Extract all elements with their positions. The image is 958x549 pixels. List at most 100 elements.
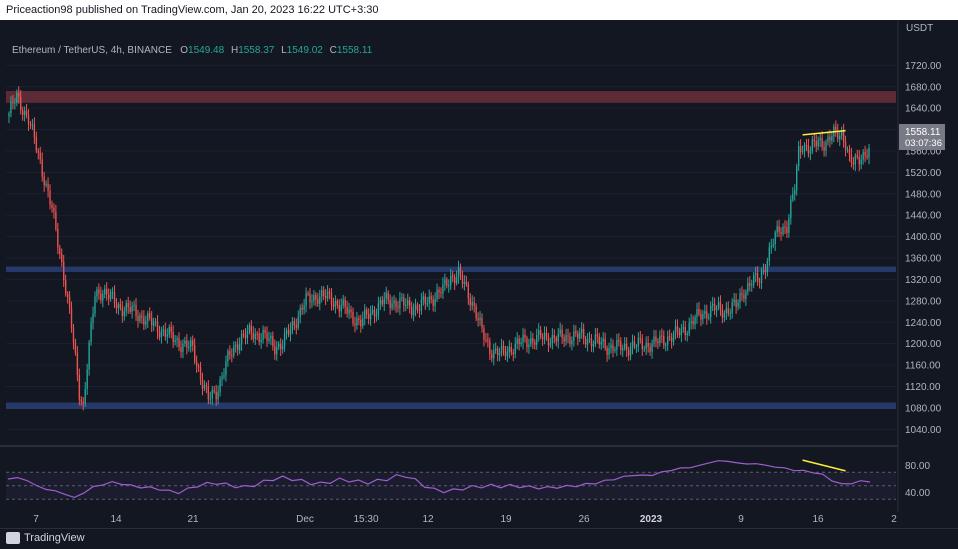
candle-body xyxy=(338,305,340,312)
candle-body xyxy=(586,339,589,345)
candle xyxy=(518,335,520,351)
candle xyxy=(37,148,39,160)
candle xyxy=(307,290,309,297)
time-tick-label: 2023 xyxy=(640,514,663,525)
candle-body xyxy=(729,312,731,314)
candle-body xyxy=(111,292,114,294)
candle-body xyxy=(309,293,311,303)
tradingview-brand[interactable]: TradingView xyxy=(6,532,85,544)
price-chart-svg[interactable]: USDT 1720.001680.001640.001600.001560.00… xyxy=(0,20,958,528)
time-axis[interactable]: 7 14 21 Dec 15:30 12 19 26 2023 9 16 2 xyxy=(33,514,897,525)
candle xyxy=(686,330,688,342)
candle-body xyxy=(227,350,229,362)
candle-body xyxy=(70,308,73,329)
candle xyxy=(858,150,860,172)
candle-body xyxy=(624,343,626,349)
candle-body xyxy=(536,334,538,345)
candle xyxy=(668,329,671,341)
candle-body xyxy=(33,124,36,138)
candle xyxy=(258,327,260,346)
candle xyxy=(708,313,710,321)
candle xyxy=(74,338,77,356)
candle xyxy=(281,339,284,354)
candle-body xyxy=(244,334,247,339)
candle xyxy=(649,342,651,356)
candle-body xyxy=(41,159,43,177)
candle xyxy=(803,142,806,158)
candle-body xyxy=(434,298,436,306)
candle xyxy=(98,283,100,300)
candle-body xyxy=(796,166,798,191)
candle xyxy=(596,327,599,344)
candle xyxy=(663,330,665,349)
candle xyxy=(195,355,198,373)
candle xyxy=(747,277,749,296)
candle xyxy=(78,368,81,406)
candle xyxy=(801,145,804,155)
candle xyxy=(823,141,825,157)
candle xyxy=(842,123,845,148)
candle-body xyxy=(518,338,520,344)
price-tick-label: 1680.00 xyxy=(905,82,942,93)
candle-body xyxy=(780,231,782,235)
candle xyxy=(246,324,249,345)
candle xyxy=(303,298,305,315)
rsi-axis[interactable]: 80.00 40.00 xyxy=(905,461,930,499)
candle-body xyxy=(193,345,196,362)
candle xyxy=(420,292,423,315)
candle xyxy=(207,380,210,405)
candle-body xyxy=(719,302,722,310)
candle xyxy=(805,138,808,152)
candle-body xyxy=(831,136,833,141)
candle xyxy=(287,324,290,338)
candle xyxy=(864,145,866,163)
candle xyxy=(209,391,211,405)
candle xyxy=(219,375,221,397)
candle-body xyxy=(279,343,282,350)
candle-body xyxy=(455,277,458,284)
candle-body xyxy=(399,298,401,309)
candle xyxy=(676,319,679,338)
candle xyxy=(141,310,143,324)
candle-body xyxy=(485,339,487,341)
candle-body xyxy=(625,343,628,351)
candle-body xyxy=(545,332,548,337)
candle-body xyxy=(235,344,237,347)
candle xyxy=(524,328,526,343)
candle xyxy=(113,285,116,309)
candle-body xyxy=(10,101,12,114)
time-tick-label: Dec xyxy=(296,514,314,525)
candle-body xyxy=(92,313,94,323)
candle xyxy=(711,296,714,312)
candle xyxy=(715,305,718,318)
candle-body xyxy=(389,299,391,308)
candle-body xyxy=(223,375,225,378)
candle xyxy=(82,397,84,411)
rsi-pane[interactable] xyxy=(6,459,896,500)
candle-body xyxy=(461,274,464,284)
candle xyxy=(268,331,270,344)
candle xyxy=(236,338,239,356)
price-tick-label: 1120.00 xyxy=(905,382,941,393)
candle xyxy=(143,310,145,331)
candle-body xyxy=(753,275,755,285)
candle-body xyxy=(467,284,470,299)
candle xyxy=(100,286,102,304)
candle xyxy=(553,329,556,344)
candle-body xyxy=(538,330,540,335)
candle-body xyxy=(215,391,217,400)
candle-body xyxy=(715,307,718,311)
candle-body xyxy=(475,305,477,319)
candle-body xyxy=(582,329,585,339)
candle-body xyxy=(51,204,53,208)
candle-body xyxy=(170,327,172,333)
candle xyxy=(520,337,522,347)
candle xyxy=(262,325,264,344)
candle xyxy=(469,293,471,311)
candle xyxy=(700,309,702,327)
chart-area[interactable]: USDT 1720.001680.001640.001600.001560.00… xyxy=(0,20,958,528)
candle xyxy=(579,327,581,342)
candle-body xyxy=(360,319,362,327)
candle xyxy=(590,334,593,352)
candle xyxy=(653,329,655,347)
